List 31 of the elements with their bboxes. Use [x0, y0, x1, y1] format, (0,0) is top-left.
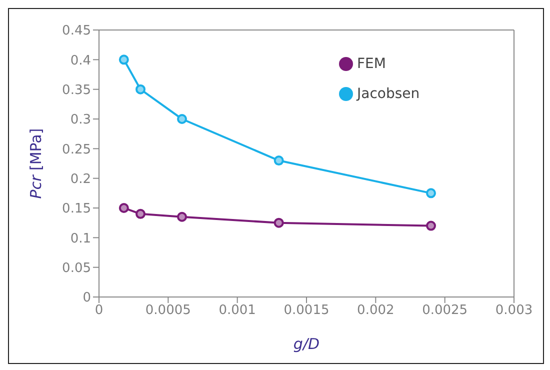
- point: [136, 208, 146, 219]
- y-tick-label: 0.15: [62, 202, 91, 217]
- y-tick-label: 0.4: [70, 53, 91, 68]
- legend-label: Jacobsen: [357, 86, 420, 102]
- y-tick-label: 0.2: [70, 172, 91, 187]
- y-tick-label: 0.05: [62, 260, 91, 276]
- point: [177, 212, 187, 222]
- x-tick-label: 0.003: [495, 303, 533, 318]
- x-tick-label: 0.0025: [422, 303, 468, 318]
- y-tick-label: 0.25: [62, 142, 91, 158]
- x-tick-label: 0.002: [357, 303, 394, 318]
- point: [426, 220, 436, 231]
- point: [177, 114, 187, 124]
- point: [136, 84, 146, 94]
- point: [274, 218, 284, 228]
- point: [118, 203, 129, 213]
- point: [274, 156, 284, 166]
- point: [118, 54, 129, 65]
- y-tick-label: 0.35: [62, 82, 91, 98]
- x-tick-label: 0: [94, 303, 104, 318]
- legend-label: FEM: [357, 56, 386, 72]
- y-tick-label: 0.3: [70, 112, 91, 128]
- x-tick-label: 0.0005: [145, 303, 191, 318]
- y-tick-label: 0.45: [62, 24, 91, 39]
- x-axis-title: g/D: [293, 335, 320, 353]
- y-tick-label: 0.1: [70, 231, 91, 246]
- y-axis-title: Pcr [MPa]: [27, 128, 45, 199]
- x-tick-label: 0.0015: [284, 303, 330, 318]
- y-tick-label: 0: [82, 290, 91, 306]
- point: [426, 188, 436, 198]
- x-tick-label: 0.001: [218, 303, 256, 318]
